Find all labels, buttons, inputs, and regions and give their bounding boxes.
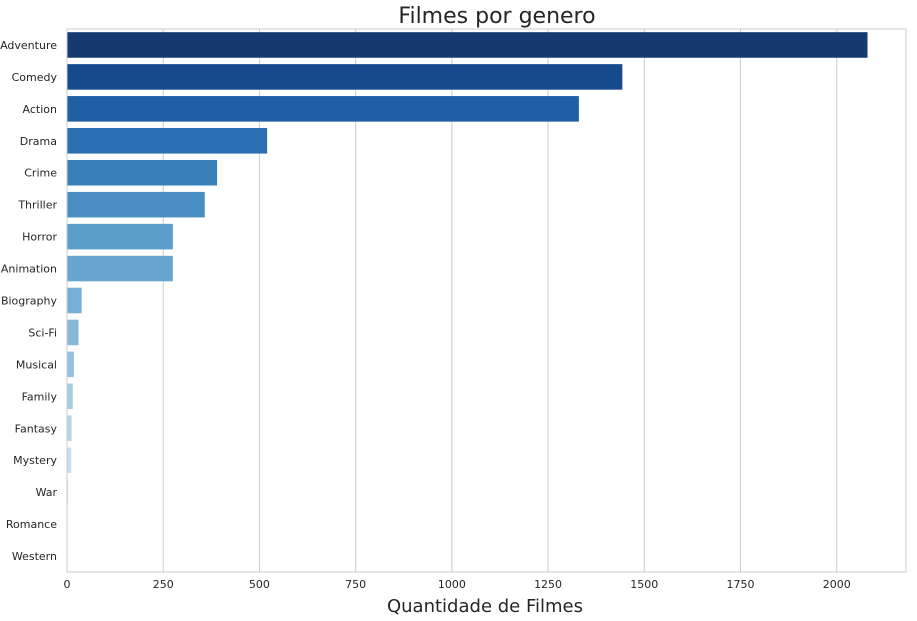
plot-frame xyxy=(66,28,907,573)
bar-fantasy xyxy=(67,415,72,442)
bar-horror xyxy=(67,223,173,250)
bar-family xyxy=(67,383,73,410)
y-tick-label: Animation xyxy=(1,263,57,276)
bar-mystery xyxy=(67,447,72,473)
y-tick-label: Adventure xyxy=(0,39,57,52)
bar-action xyxy=(67,96,579,122)
bar-crime xyxy=(67,159,218,186)
y-tick-label: Action xyxy=(23,103,57,116)
bar-thriller xyxy=(67,191,205,218)
bar-adventure xyxy=(67,32,868,58)
x-tick-label: 0 xyxy=(64,578,71,591)
y-tick-label: Comedy xyxy=(12,71,58,84)
y-tick-label: Sci-Fi xyxy=(28,326,57,339)
x-tick-label: 250 xyxy=(153,578,174,591)
chart-title: Filmes por genero xyxy=(398,4,595,29)
y-tick-label: Thriller xyxy=(17,199,57,212)
x-tick-label: 1250 xyxy=(534,578,562,591)
bar-musical xyxy=(67,351,74,378)
bar-war xyxy=(67,479,69,505)
y-tick-label: Romance xyxy=(6,518,57,531)
bar-drama xyxy=(67,128,268,154)
x-tick-label: 1750 xyxy=(727,578,755,591)
y-tick-label: War xyxy=(36,486,58,499)
y-tick-labels: Adventure Comedy Action Drama Crime Thriller H… xyxy=(0,39,57,563)
bar-animation xyxy=(67,255,173,282)
x-tick-label: 750 xyxy=(345,578,366,591)
y-tick-label: Family xyxy=(22,390,58,403)
y-tick-label: Musical xyxy=(16,358,57,371)
bar-sci-fi xyxy=(67,319,79,346)
y-tick-label: Drama xyxy=(20,135,57,148)
y-tick-label: Fantasy xyxy=(15,422,58,435)
x-tick-label: 1500 xyxy=(630,578,658,591)
x-tick-labels: 0 250 500 750 1000 1250 1500 1750 2000 xyxy=(64,578,851,591)
x-tick-label: 500 xyxy=(249,578,270,591)
bars xyxy=(67,32,868,569)
y-tick-label: Mystery xyxy=(13,454,57,467)
bar-comedy xyxy=(67,64,623,90)
x-tick-label: 2000 xyxy=(823,578,851,591)
x-tick-label: 1000 xyxy=(438,578,466,591)
bar-biography xyxy=(67,287,82,314)
x-axis-label: Quantidade de Filmes xyxy=(387,596,583,617)
y-tick-label: Crime xyxy=(24,167,57,180)
y-tick-label: Biography xyxy=(1,295,58,308)
y-tick-label: Horror xyxy=(22,231,57,244)
y-tick-label: Western xyxy=(12,550,57,563)
